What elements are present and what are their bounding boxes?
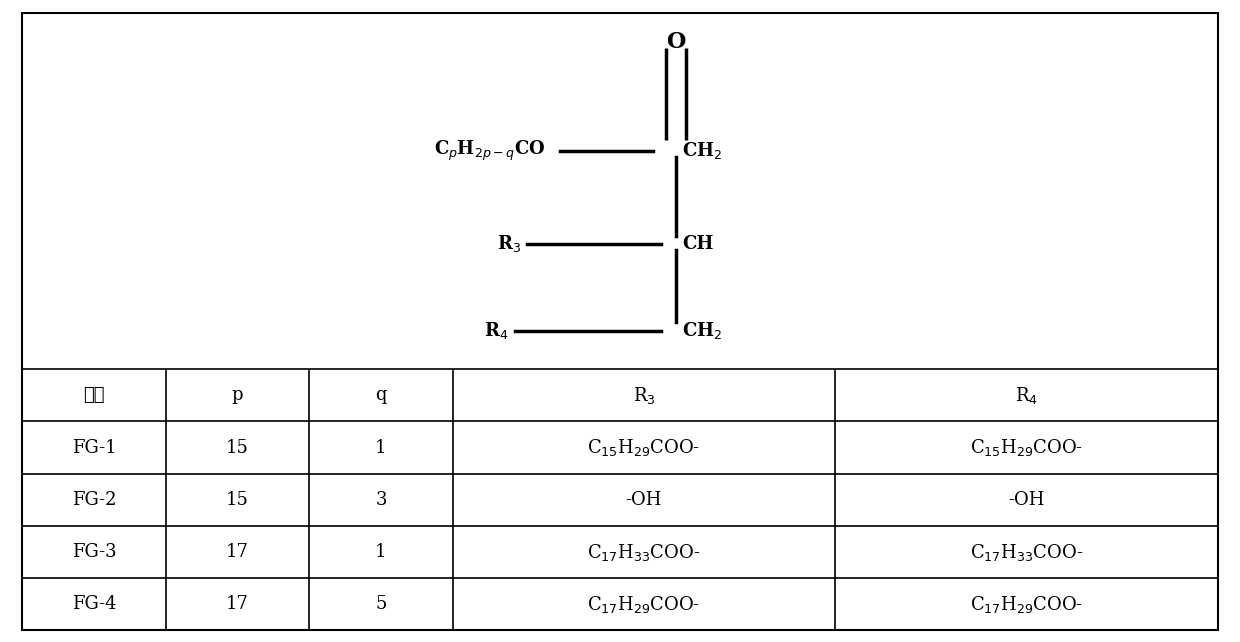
Text: C$_{17}$H$_{33}$COO-: C$_{17}$H$_{33}$COO- <box>970 542 1083 562</box>
Text: FG-1: FG-1 <box>72 438 117 456</box>
Text: 3: 3 <box>376 490 387 509</box>
Text: C$_{17}$H$_{29}$COO-: C$_{17}$H$_{29}$COO- <box>970 594 1083 615</box>
Text: 15: 15 <box>226 438 249 456</box>
Text: 代号: 代号 <box>83 386 105 404</box>
Text: 17: 17 <box>226 543 249 561</box>
Text: O: O <box>666 31 686 53</box>
Text: FG-3: FG-3 <box>72 543 117 561</box>
Text: C$_{17}$H$_{29}$COO-: C$_{17}$H$_{29}$COO- <box>588 594 701 615</box>
Text: CH$_2$: CH$_2$ <box>682 320 722 341</box>
Text: R$_3$: R$_3$ <box>497 234 521 254</box>
Text: C$_{17}$H$_{33}$COO-: C$_{17}$H$_{33}$COO- <box>588 542 701 562</box>
Text: CH$_2$: CH$_2$ <box>682 141 722 161</box>
Text: -OH: -OH <box>1008 490 1044 509</box>
Text: C$_{15}$H$_{29}$COO-: C$_{15}$H$_{29}$COO- <box>588 437 701 458</box>
Text: R$_4$: R$_4$ <box>1014 385 1038 406</box>
Text: C$_p$H$_{2p-q}$CO: C$_p$H$_{2p-q}$CO <box>434 139 546 163</box>
Text: p: p <box>232 386 243 404</box>
Text: R$_3$: R$_3$ <box>632 385 655 406</box>
Text: 1: 1 <box>376 543 387 561</box>
Text: CH: CH <box>682 235 713 253</box>
Text: q: q <box>376 386 387 404</box>
Text: FG-4: FG-4 <box>72 595 117 613</box>
Text: -OH: -OH <box>626 490 662 509</box>
Text: FG-2: FG-2 <box>72 490 117 509</box>
Text: 17: 17 <box>226 595 249 613</box>
Text: C$_{15}$H$_{29}$COO-: C$_{15}$H$_{29}$COO- <box>970 437 1083 458</box>
Text: 5: 5 <box>376 595 387 613</box>
Text: R$_4$: R$_4$ <box>484 320 508 341</box>
Text: 1: 1 <box>376 438 387 456</box>
Text: 15: 15 <box>226 490 249 509</box>
